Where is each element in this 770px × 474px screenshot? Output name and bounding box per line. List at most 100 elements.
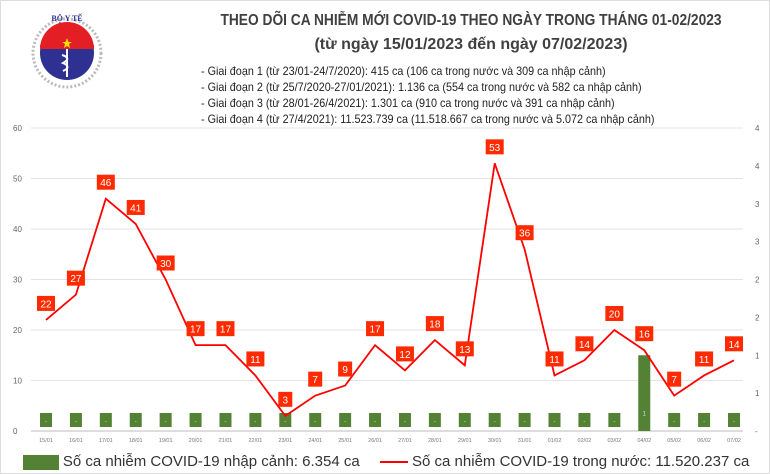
bar	[339, 413, 352, 427]
x-axis-tick: 07/02	[727, 438, 741, 444]
data-label-box	[246, 351, 265, 367]
data-label: 46	[100, 178, 112, 189]
left-axis-tick: 30	[13, 276, 22, 285]
data-label-box	[575, 336, 594, 352]
data-label-box	[96, 174, 115, 190]
bar	[458, 413, 471, 427]
data-label-box	[216, 321, 235, 337]
bar-label: -	[434, 419, 436, 425]
bar-label: -	[374, 419, 376, 425]
bar	[638, 355, 651, 431]
note-line: - Giai đoạn 1 (từ 23/01-24/7/2020): 415 …	[201, 64, 606, 78]
data-label-box	[695, 351, 714, 367]
bar	[488, 413, 501, 427]
data-label: 36	[519, 229, 531, 240]
bar-label: -	[583, 419, 585, 425]
ministry-of-health-logo: BỘ Y TẾ	[31, 13, 103, 89]
data-label: 17	[190, 325, 202, 336]
data-label: 11	[699, 355, 710, 366]
line-series	[45, 163, 735, 418]
data-label-box	[605, 306, 624, 321]
data-label: 17	[369, 325, 381, 336]
data-label: 18	[429, 320, 441, 331]
x-axis-tick: 15/01	[39, 438, 53, 444]
left-axis-tick: 10	[13, 377, 22, 386]
data-label: 11	[250, 355, 261, 366]
data-label-box	[37, 295, 55, 311]
data-label-box	[545, 351, 564, 367]
bar	[668, 413, 681, 427]
bar-label: -	[524, 419, 526, 425]
bar-label: -	[314, 419, 316, 425]
bar	[249, 413, 262, 427]
left-axis-tick: 60	[13, 124, 22, 133]
data-label-box	[667, 371, 682, 387]
right-axis-tick: 2	[755, 276, 760, 285]
bar	[398, 413, 411, 427]
bar-label: -	[703, 419, 705, 425]
bar	[369, 413, 382, 427]
chart-subtitle: (từ ngày 15/01/2023 đến ngày 07/02/2023)	[314, 36, 628, 53]
data-label: 41	[130, 203, 142, 214]
x-axis-tick: 28/01	[428, 438, 442, 444]
x-axis-tick: 16/01	[69, 438, 83, 444]
data-label-box	[186, 321, 205, 337]
x-axis-tick: 30/01	[488, 438, 502, 444]
x-axis-tick: 03/02	[607, 438, 621, 444]
bar	[279, 413, 292, 427]
bar	[99, 413, 112, 427]
data-label-box	[278, 391, 293, 407]
bar	[428, 413, 441, 427]
bar	[69, 413, 82, 427]
bar	[608, 413, 621, 427]
bar	[129, 413, 142, 427]
x-axis-tick: 22/01	[249, 438, 263, 444]
right-axis-tick: -	[755, 427, 758, 436]
bar-label: -	[75, 419, 77, 425]
period-notes: - Giai đoạn 1 (từ 23/01-24/7/2020): 415 …	[201, 63, 654, 127]
svg-text:BỘ Y TẾ: BỘ Y TẾ	[51, 13, 82, 23]
legend-swatch-bar	[22, 454, 59, 470]
bar-label: -	[224, 419, 226, 425]
x-axis-tick: 04/02	[637, 438, 651, 444]
x-axis-tick: 17/01	[99, 438, 113, 444]
bar-label: -	[284, 419, 286, 425]
data-label: 12	[399, 350, 411, 361]
bar-label: -	[105, 419, 107, 425]
data-label: 11	[549, 355, 560, 366]
data-label-box	[126, 199, 145, 215]
chart-title: THEO DÕI CA NHIỄM MỚI COVID-19 THEO NGÀY…	[220, 12, 722, 29]
x-axis-tick: 02/02	[578, 438, 592, 444]
bar	[578, 413, 591, 427]
x-axis-tick: 20/01	[189, 438, 203, 444]
x-axis-tick: 23/01	[278, 438, 292, 444]
left-axis-tick: 20	[13, 326, 22, 335]
right-axis-tick: 1	[755, 351, 760, 360]
x-axis-tick: 01/02	[548, 438, 562, 444]
data-label: 3	[283, 395, 289, 406]
data-label: 14	[728, 340, 740, 351]
x-axis-tick: 31/01	[518, 438, 532, 444]
data-label-box	[366, 321, 385, 337]
right-axis-tick: 1	[755, 389, 760, 398]
bar-label: -	[613, 419, 615, 425]
right-axis-tick: 2	[755, 313, 760, 322]
x-axis-tick: 05/02	[667, 438, 681, 444]
data-label-box	[455, 341, 474, 357]
bar-label: -	[464, 419, 466, 425]
bar	[40, 413, 52, 427]
note-line: - Giai đoạn 4 (từ 27/4/2021): 11.523.739…	[201, 112, 655, 126]
right-axis-tick: 4	[755, 162, 760, 171]
right-axis-tick: 3	[755, 200, 760, 209]
data-label: 7	[312, 375, 318, 386]
data-label: 14	[579, 340, 591, 351]
right-axis-tick: 4	[755, 124, 760, 133]
note-line: - Giai đoạn 2 (từ 25/7/2020-27/01/2021):…	[201, 80, 642, 94]
data-label-box	[66, 270, 85, 286]
x-axis-tick: 06/02	[697, 438, 711, 444]
left-axis-tick: 50	[13, 175, 22, 184]
legend-label-line: Số ca nhiễm COVID-19 trong nước: 11.520.…	[412, 453, 750, 470]
bar-label: -	[554, 419, 556, 425]
